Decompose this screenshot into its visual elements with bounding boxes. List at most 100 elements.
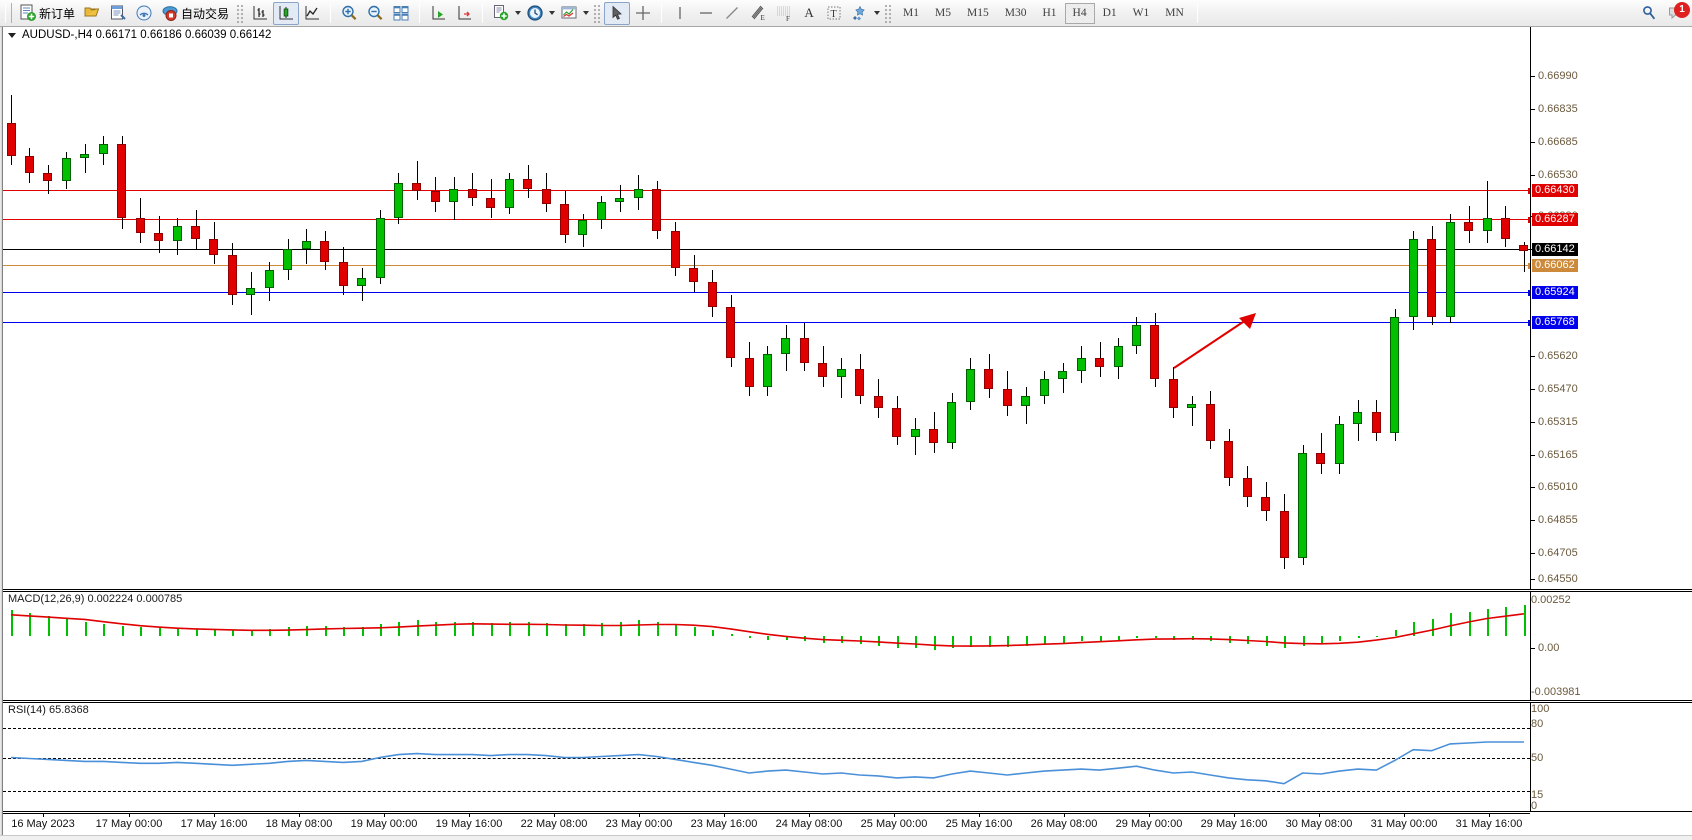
timeframe-H4[interactable]: H4 (1064, 2, 1095, 24)
timeframe-H1[interactable]: H1 (1042, 7, 1057, 19)
orange-level-tag: 0.66062 (1532, 259, 1578, 272)
price-pane[interactable]: AUDUSD-,H4 0.66171 0.66186 0.66039 0.661… (3, 27, 1692, 590)
macd-histogram-bar (1487, 608, 1489, 636)
time-axis[interactable]: 16 May 2023 17 May 00:00 17 May 16:00 18 Ma… (3, 813, 1530, 835)
text-button[interactable]: A (797, 2, 821, 25)
candle-body (117, 144, 126, 219)
chart-shift-button[interactable] (451, 2, 477, 25)
templates-icon (561, 6, 577, 19)
horizontal-line-button[interactable] (693, 2, 719, 25)
line-chart-icon (305, 6, 320, 20)
macd-histogram-bar (915, 635, 917, 649)
indicators-button[interactable] (488, 2, 514, 25)
auto-scroll-button[interactable] (425, 2, 451, 25)
templates-button[interactable] (556, 2, 582, 25)
chart-menu-caret-icon[interactable] (8, 32, 16, 38)
macd-histogram-bar (362, 627, 364, 636)
notifications-button[interactable]: 1 (1662, 1, 1690, 25)
time-label: 17 May 16:00 (180, 818, 248, 830)
candle-body (874, 395, 883, 408)
indicators-icon (494, 5, 509, 21)
vertical-line-button[interactable] (667, 2, 693, 25)
macd-histogram-bar (454, 621, 456, 636)
new-order-button[interactable]: 新订单 (15, 2, 79, 25)
indicators-dropdown-caret[interactable] (515, 11, 522, 15)
timeframe-W1[interactable]: W1 (1132, 7, 1150, 19)
timeframe-MN[interactable]: MN (1165, 7, 1184, 19)
macd-pane[interactable]: MACD(12,26,9) 0.002224 0.000785 0.00252 0… (3, 591, 1692, 701)
toolbar-grip-3[interactable] (592, 3, 601, 23)
macd-histogram-bar (1339, 635, 1341, 642)
equidistant-channel-button[interactable]: E (745, 2, 771, 25)
timeframe-M5[interactable]: M5 (935, 7, 951, 19)
support-level-1-line[interactable] (3, 290, 1530, 296)
objects-icon (853, 5, 865, 21)
main-toolbar: 新订单 自动交易 (0, 0, 1692, 27)
time-label: 25 May 00:00 (860, 818, 928, 830)
rsi-scale[interactable]: 100 80 50 15 0 (1530, 703, 1692, 812)
left-scroll-strip[interactable] (0, 27, 3, 840)
macd-histogram-bar (509, 621, 511, 636)
macd-histogram-bar (491, 622, 493, 636)
candle-body (652, 189, 661, 231)
resistance-level-2-line[interactable] (3, 217, 1530, 223)
timeframe-D1[interactable]: D1 (1102, 7, 1117, 19)
data-window-icon (111, 5, 126, 20)
macd-histogram-bar (11, 610, 13, 636)
orange-level-line[interactable] (3, 263, 1530, 269)
candle-body (1519, 244, 1528, 251)
candle-wick (1026, 387, 1027, 425)
macd-histogram-bar (288, 627, 290, 636)
price-scale[interactable]: 0.669900.668350.666850.665300.663800.662… (1530, 27, 1692, 589)
candle-body (468, 189, 477, 198)
fibonacci-button[interactable]: F (771, 2, 797, 25)
zoom-out-button[interactable] (362, 2, 388, 25)
candle-body (1003, 389, 1012, 406)
resistance-level-1-line[interactable] (3, 188, 1530, 194)
macd-histogram-bar (1524, 604, 1526, 636)
objects-dropdown-caret[interactable] (874, 11, 881, 15)
candle-body (99, 144, 108, 155)
timeframe-M15[interactable]: M15 (967, 7, 989, 19)
cursor-button[interactable] (604, 1, 631, 25)
tile-windows-button[interactable] (388, 2, 414, 25)
trendline-button[interactable] (719, 2, 745, 25)
candlestick-chart-icon (279, 6, 294, 20)
templates-dropdown-caret[interactable] (583, 11, 590, 15)
toolbar-grip-4[interactable] (883, 3, 892, 23)
crosshair-button[interactable] (630, 2, 656, 25)
macd-scale[interactable]: 0.00252 0.00 -0.003981 (1530, 592, 1692, 700)
time-tick (724, 814, 725, 817)
autotrading-button[interactable]: 自动交易 (157, 2, 233, 25)
periods-button[interactable] (522, 2, 548, 25)
resistance-level-2-tag: 0.66287 (1532, 213, 1578, 226)
timeframe-M1[interactable]: M1 (903, 7, 920, 19)
toolbar-grip-1[interactable] (5, 3, 12, 23)
text-label-button[interactable]: T (821, 2, 847, 25)
time-label: 23 May 00:00 (605, 818, 673, 830)
objects-button[interactable] (847, 2, 873, 25)
rsi-pane[interactable]: RSI(14) 65.8368 100 80 50 15 0 (3, 702, 1692, 812)
search-button[interactable] (1636, 2, 1662, 25)
navigator-button[interactable] (131, 2, 157, 25)
new-order-label: 新订单 (39, 6, 76, 21)
time-label: 31 May 16:00 (1455, 818, 1523, 830)
toolbar-separator-3 (482, 3, 484, 23)
candlestick-chart-button[interactable] (273, 1, 300, 25)
time-tick (299, 814, 300, 817)
chart-area[interactable]: AUDUSD-,H4 0.66171 0.66186 0.66039 0.661… (0, 27, 1692, 840)
time-tick (1319, 814, 1320, 817)
time-label: 24 May 08:00 (775, 818, 843, 830)
timeframe-M30[interactable]: M30 (1004, 7, 1027, 19)
toolbar-grip-2[interactable] (235, 3, 244, 23)
zoom-in-button[interactable] (336, 2, 362, 25)
terminal-button[interactable] (79, 2, 105, 25)
candle-body (818, 362, 827, 377)
data-window-button[interactable] (105, 2, 131, 25)
macd-histogram-bar (878, 635, 880, 646)
line-chart-button[interactable] (299, 2, 325, 25)
candle-body (394, 183, 403, 219)
bar-chart-button[interactable] (247, 2, 273, 25)
periods-dropdown-caret[interactable] (549, 11, 556, 15)
support-level-2-line[interactable] (3, 320, 1530, 326)
